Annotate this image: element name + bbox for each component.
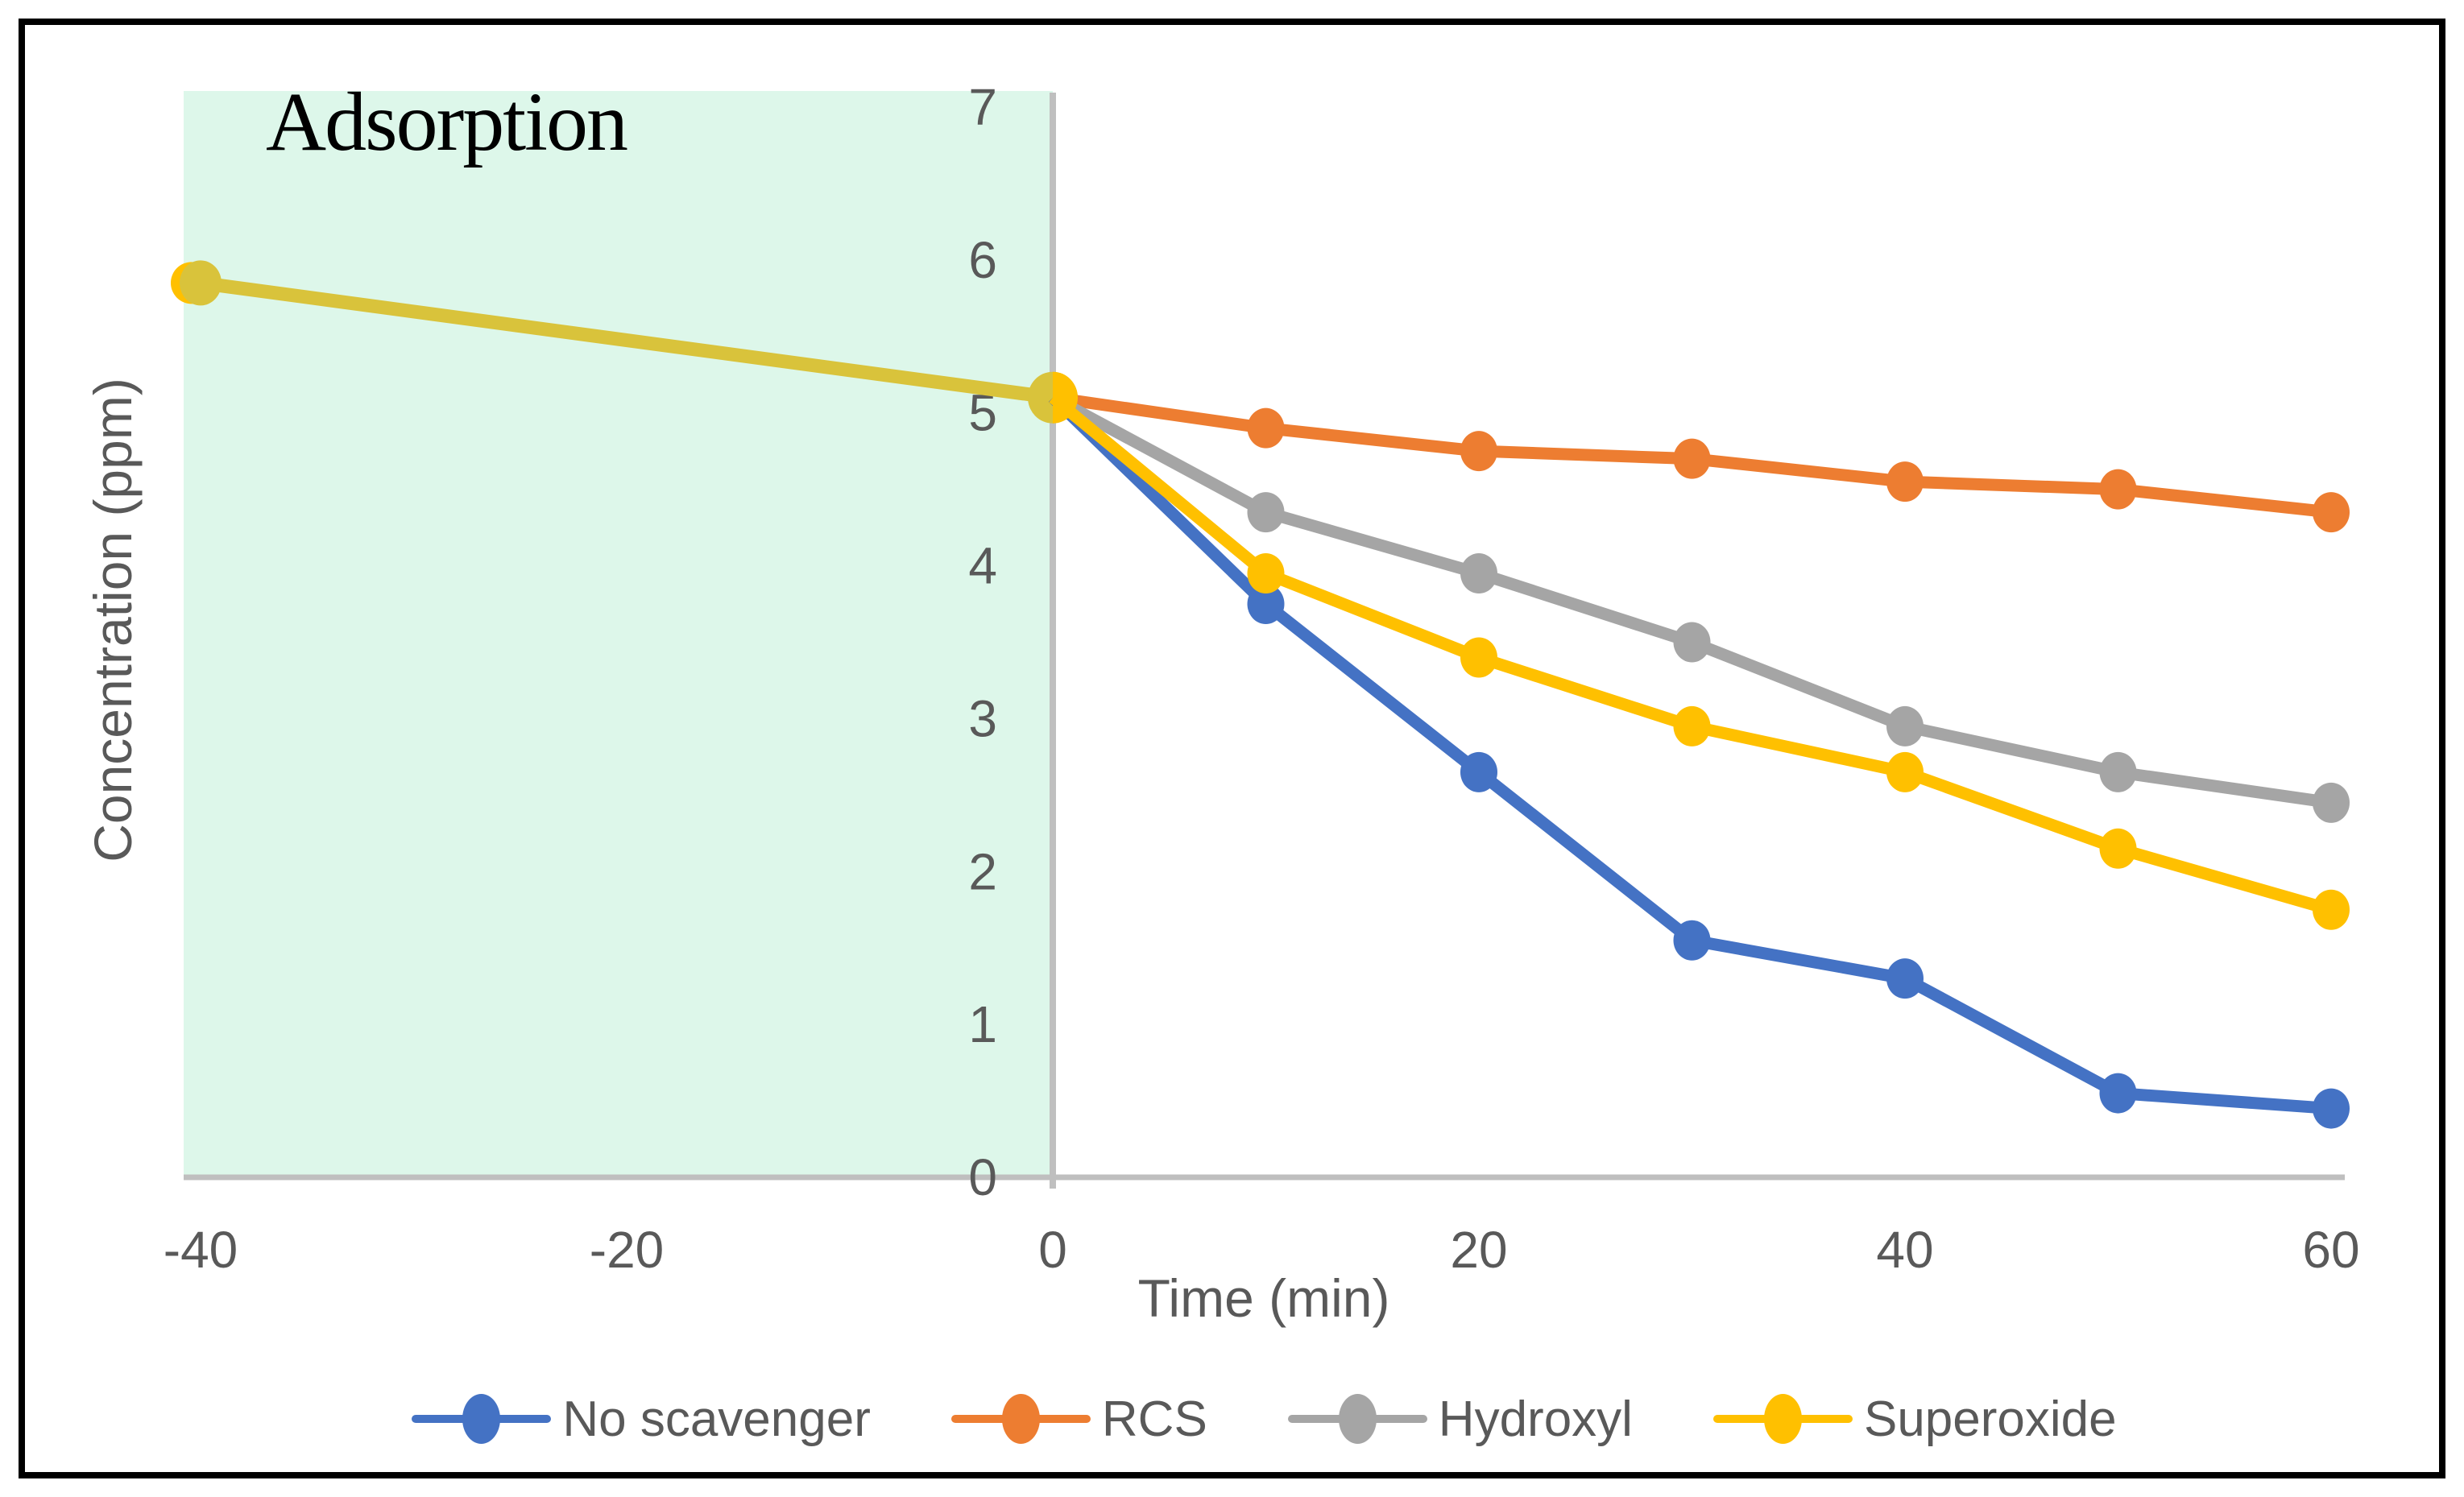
y-tick-label: 4	[968, 537, 997, 595]
data-point-hydroxyl	[2313, 782, 2350, 823]
data-point-superoxide	[1460, 637, 1497, 678]
data-point-rcs	[1886, 461, 1924, 502]
legend-item-no-scavenger: No scavenger	[412, 1391, 871, 1448]
legend-marker-rcs	[950, 1392, 1091, 1445]
data-point-superoxide	[1247, 553, 1285, 594]
x-axis-title: Time (min)	[1137, 1268, 1390, 1328]
x-tick-label: -40	[164, 1221, 238, 1279]
y-tick-label: 1	[968, 995, 997, 1053]
data-point-hydroxyl	[2099, 751, 2137, 792]
data-point-rcs	[2313, 492, 2350, 533]
legend-dot-icon	[1763, 1394, 1802, 1444]
data-point-rcs	[1460, 431, 1497, 472]
y-tick-label: 3	[968, 689, 997, 747]
legend-label: RCS	[1101, 1391, 1207, 1447]
legend-item-rcs: RCS	[950, 1391, 1207, 1448]
data-point-hydroxyl	[1673, 622, 1711, 663]
legend-dot-icon	[462, 1394, 501, 1444]
data-point-no-scavenger	[2313, 1088, 2350, 1129]
adsorption-line	[199, 275, 1054, 405]
y-tick-label: 2	[968, 842, 997, 900]
data-point-superoxide	[2313, 889, 2350, 930]
data-point-superoxide	[2099, 828, 2137, 869]
legend-marker-hydroxyl	[1287, 1392, 1427, 1445]
data-point-hydroxyl	[1886, 705, 1924, 746]
data-point-rcs	[2099, 469, 2137, 510]
data-point-no-scavenger	[1460, 751, 1497, 792]
x-tick-label: 60	[2302, 1221, 2359, 1279]
legend-marker-superoxide	[1712, 1392, 1853, 1445]
x-tick-label: -20	[590, 1221, 665, 1279]
origin-marker-bright	[1053, 371, 1078, 424]
legend-label: No scavenger	[562, 1391, 871, 1447]
legend-marker-no-scavenger	[412, 1392, 552, 1445]
data-point-rcs	[1247, 407, 1285, 449]
data-point-no-scavenger	[1886, 958, 1924, 999]
legend-item-superoxide: Superoxide	[1712, 1391, 2117, 1448]
y-tick-label: 6	[968, 231, 997, 289]
y-tick-label: 7	[968, 78, 997, 136]
data-point-rcs	[1673, 438, 1711, 479]
legend-dot-icon	[1338, 1394, 1377, 1444]
y-tick-label: 0	[968, 1148, 997, 1206]
adsorption-region-label: Adsorption	[266, 76, 628, 168]
legend-label: Superoxide	[1863, 1391, 2117, 1447]
data-point-superoxide	[1886, 751, 1924, 792]
data-point-no-scavenger	[2099, 1073, 2137, 1114]
legend-item-hydroxyl: Hydroxyl	[1287, 1391, 1633, 1448]
adsorption-start-marker	[180, 260, 222, 306]
y-axis-title: Concentration (ppm)	[83, 378, 143, 862]
data-point-superoxide	[1673, 705, 1711, 746]
legend-dot-icon	[1001, 1394, 1040, 1444]
adsorption-region	[184, 91, 1053, 1177]
data-point-no-scavenger	[1247, 584, 1285, 625]
data-point-hydroxyl	[1247, 492, 1285, 533]
x-tick-label: 40	[1876, 1221, 1933, 1279]
data-point-hydroxyl	[1460, 553, 1497, 594]
x-tick-label: 20	[1450, 1221, 1507, 1279]
data-point-no-scavenger	[1673, 920, 1711, 961]
legend: No scavenger RCS Hydroxyl Superoxide	[184, 1383, 2345, 1454]
x-tick-label: 0	[1038, 1221, 1067, 1279]
legend-label: Hydroxyl	[1438, 1391, 1633, 1447]
